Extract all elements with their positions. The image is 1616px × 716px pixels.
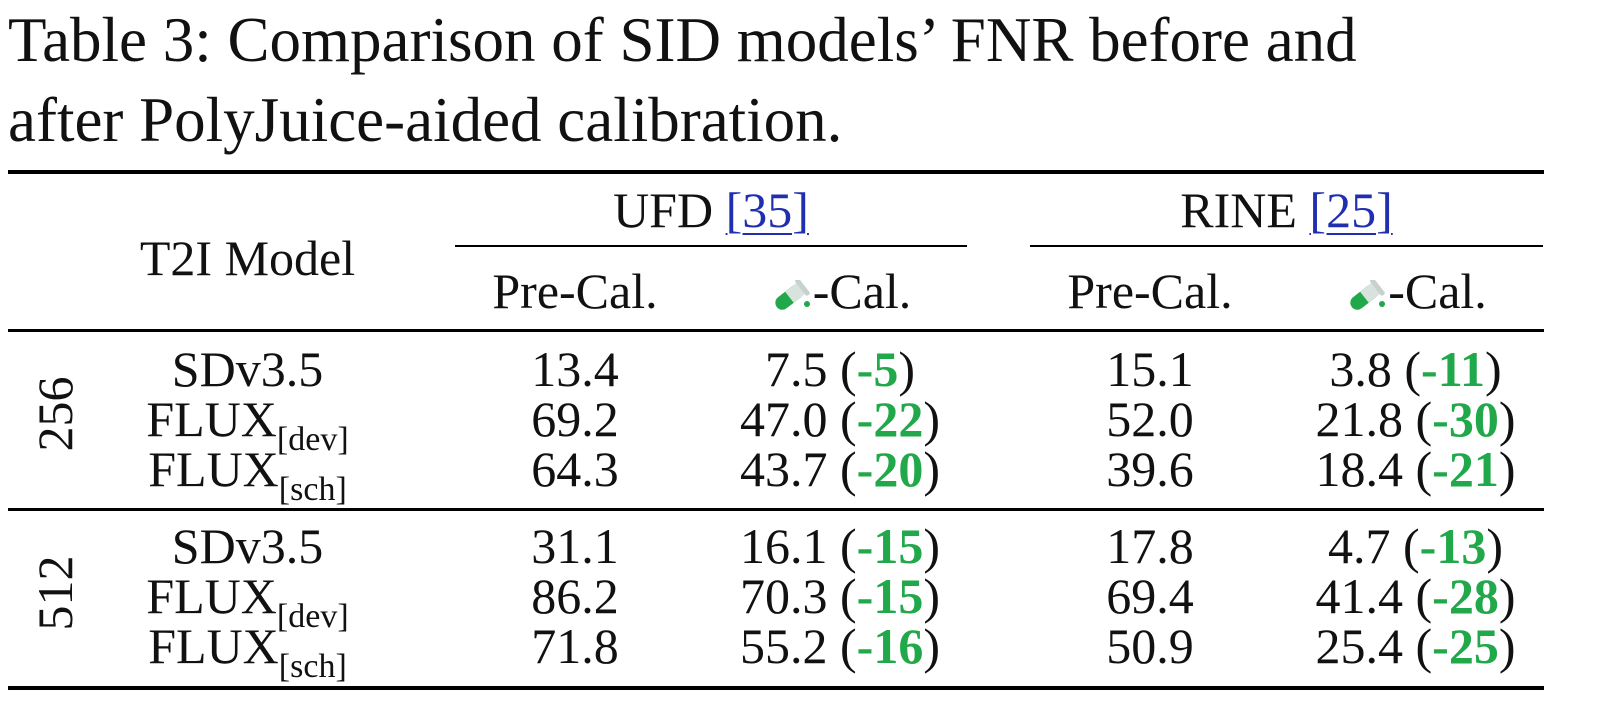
ufd-pre-cal-value: 69.2	[531, 391, 619, 447]
rine-cal-value: 25.4 (-25)	[1315, 618, 1516, 674]
rine-pre-cal-value: 15.1	[1106, 341, 1194, 397]
ufd-cal-value: 47.0 (-22)	[740, 391, 940, 447]
group-name: UFD	[613, 182, 714, 238]
delta-value: -28	[1432, 568, 1499, 624]
caption-line-2: after PolyJuice-aided calibration.	[8, 85, 843, 155]
ufd-pre-cal-value: 31.1	[531, 518, 619, 574]
header-ufd-cal: -Cal.	[715, 263, 965, 319]
header-group-rine: RINE [25]	[1030, 182, 1543, 238]
ufd-cal-value: 43.7 (-20)	[740, 441, 940, 497]
rine-pre-cal-value: 52.0	[1106, 391, 1194, 447]
test-tube-icon	[1350, 280, 1386, 310]
ufd-pre-cal-value: 13.4	[531, 341, 619, 397]
delta-value: -25	[1432, 618, 1499, 674]
header-rule	[8, 329, 1544, 332]
bottom-rule	[8, 686, 1544, 690]
test-tube-icon	[775, 280, 810, 310]
delta-value: -22	[856, 391, 924, 447]
group-name: RINE	[1180, 182, 1297, 238]
model-name: FLUX[dev]	[146, 391, 349, 458]
cal-label: -Cal.	[812, 263, 912, 319]
header-ufd-pre-cal: Pre-Cal.	[492, 263, 658, 319]
delta-value: -11	[1421, 341, 1485, 397]
rine-cal-value: 21.8 (-30)	[1315, 391, 1516, 447]
citation-link[interactable]: [35]	[725, 182, 809, 238]
delta-value: -21	[1432, 441, 1499, 497]
header-t2i-model: T2I Model	[139, 230, 356, 286]
section-rule	[8, 508, 1544, 511]
rine-cal-value: 41.4 (-28)	[1315, 568, 1516, 624]
top-rule	[8, 170, 1544, 174]
delta-value: -5	[856, 341, 899, 397]
model-name: SDv3.5	[171, 518, 324, 574]
rine-cal-value: 18.4 (-21)	[1315, 441, 1516, 497]
model-name: FLUX[sch]	[148, 618, 347, 685]
model-name: FLUX[dev]	[146, 568, 349, 635]
header-rine-pre-cal: Pre-Cal.	[1067, 263, 1233, 319]
citation-link[interactable]: [25]	[1309, 182, 1393, 238]
cal-label: -Cal.	[1388, 263, 1487, 319]
delta-value: -15	[856, 518, 924, 574]
delta-value: -30	[1432, 391, 1499, 447]
ufd-cal-value: 55.2 (-16)	[740, 618, 940, 674]
delta-value: -13	[1419, 518, 1487, 574]
rine-pre-cal-value: 50.9	[1106, 618, 1194, 674]
header-group-ufd: UFD [35]	[455, 182, 967, 238]
ufd-pre-cal-value: 71.8	[531, 618, 619, 674]
model-name: FLUX[sch]	[148, 441, 347, 508]
delta-value: -16	[856, 618, 924, 674]
rine-cmidrule	[1030, 245, 1543, 247]
model-name: SDv3.5	[171, 341, 324, 397]
table-caption: Table 3: Comparison of SID models’ FNR b…	[8, 0, 1608, 160]
rine-pre-cal-value: 39.6	[1106, 441, 1194, 497]
ufd-pre-cal-value: 86.2	[531, 568, 619, 624]
rine-pre-cal-value: 17.8	[1106, 518, 1194, 574]
ufd-pre-cal-value: 64.3	[531, 441, 619, 497]
delta-value: -15	[856, 568, 924, 624]
rine-cal-value: 4.7 (-13)	[1328, 518, 1503, 574]
rine-cal-value: 3.8 (-11)	[1329, 341, 1502, 397]
ufd-cal-value: 16.1 (-15)	[740, 518, 940, 574]
ufd-cal-value: 7.5 (-5)	[765, 341, 915, 397]
header-rine-cal: -Cal.	[1288, 263, 1543, 319]
ufd-cal-value: 70.3 (-15)	[740, 568, 940, 624]
rine-pre-cal-value: 69.4	[1106, 568, 1194, 624]
ufd-cmidrule	[455, 245, 967, 247]
delta-value: -20	[856, 441, 924, 497]
caption-line-1: Table 3: Comparison of SID models’ FNR b…	[8, 5, 1357, 75]
